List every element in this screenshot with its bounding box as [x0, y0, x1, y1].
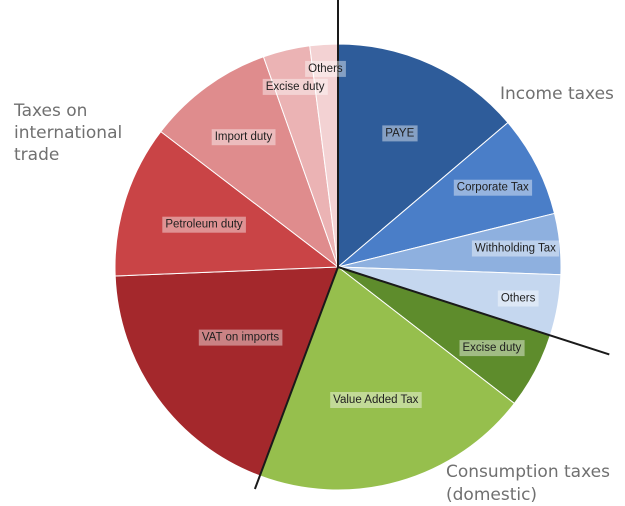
slice-label-box	[198, 329, 283, 346]
group-divider-line	[337, 266, 610, 356]
slice-label-box	[211, 129, 276, 146]
pie-slice-petroleum-duty	[114, 130, 340, 277]
slice-label-text: VAT on imports	[202, 332, 280, 344]
slice-label-box	[330, 392, 422, 408]
pie-slice-corporate-tax	[337, 121, 556, 268]
slice-label-box	[471, 240, 560, 257]
slice-label: Import duty	[211, 129, 276, 146]
group-label-international-trade: Taxes on international trade	[14, 101, 123, 165]
slice-label-text: Excise duty	[462, 342, 521, 354]
slice-label: Others	[305, 60, 346, 77]
group-label-consumption-domestic: (domestic)	[446, 485, 538, 505]
group-label-consumption-taxes: Consumption taxes	[446, 462, 610, 482]
slice-label-text: PAYE	[385, 127, 414, 139]
slice-label: Withholding Tax	[471, 240, 560, 257]
slice-label-box	[459, 340, 525, 357]
pie-slice-import-duty	[160, 56, 340, 269]
slice-label-box	[162, 216, 246, 233]
slice-label-box	[497, 290, 539, 307]
slice-label-text: Corporate Tax	[457, 182, 529, 194]
group-label-income-taxes: Income taxes	[500, 84, 614, 104]
group-divider-line	[253, 266, 339, 490]
slice-label: PAYE	[382, 125, 418, 142]
slice-label: Corporate Tax	[453, 179, 533, 196]
slice-label: Excise duty	[459, 340, 525, 357]
pie-slice-vat-on-imports	[114, 266, 339, 477]
slice-label-box	[262, 78, 328, 95]
slice-label: VAT on imports	[198, 329, 283, 346]
slice-label-box	[453, 179, 533, 196]
slice-label-box	[382, 125, 418, 142]
slice-label: Value Added Tax	[330, 392, 422, 408]
slice-label-text: Petroleum duty	[165, 219, 243, 231]
slice-label-text: Import duty	[215, 131, 273, 143]
slice-label-text: Others	[501, 293, 536, 305]
slice-label: Others	[497, 290, 539, 307]
slice-label-text: Others	[308, 63, 343, 75]
slice-label-box	[305, 60, 346, 77]
pie-slice-paye	[337, 43, 509, 269]
slice-label-text: Withholding Tax	[475, 243, 556, 255]
slice-label-text: Excise duty	[266, 81, 325, 93]
pie-slice-value-added-tax	[259, 266, 516, 491]
slice-label: Excise duty	[262, 78, 328, 95]
slice-label-text: Value Added Tax	[333, 394, 419, 406]
slice-label: Petroleum duty	[162, 216, 246, 233]
